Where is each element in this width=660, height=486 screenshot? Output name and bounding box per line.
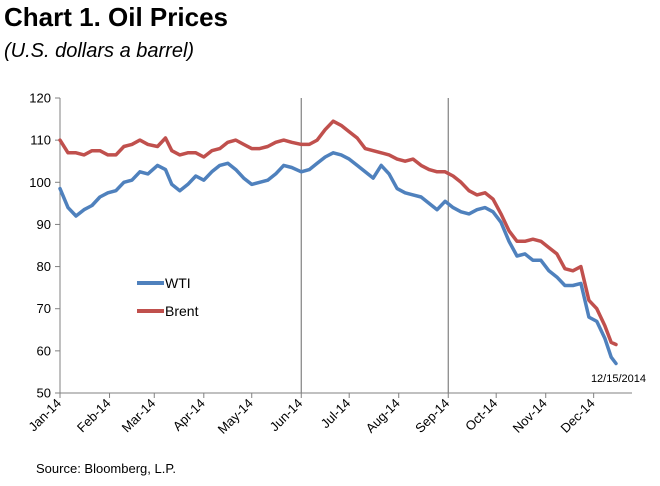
x-tick-label: Aug-14 (363, 396, 403, 436)
y-tick-label: 120 (29, 91, 51, 106)
legend-label-wti: WTI (165, 275, 191, 291)
x-tick-label: Jun-14 (267, 396, 306, 435)
x-tick-label: Oct-14 (462, 396, 500, 434)
reference-lines (300, 98, 449, 393)
y-tick-label: 110 (30, 133, 51, 148)
y-axis-ticks: 50 60 70 80 90 100 110 120 (29, 91, 60, 401)
x-tick-label: Nov-14 (510, 396, 550, 436)
source-note: Source: Bloomberg, L.P. (36, 461, 176, 476)
date-annotation: 12/15/2014 (591, 373, 646, 385)
y-tick-label: 80 (37, 259, 51, 274)
series-line-brent (58, 119, 618, 347)
series-lines (58, 119, 618, 366)
chart-subtitle: (U.S. dollars a barrel) (4, 40, 195, 62)
x-tick-label: Sep-14 (412, 396, 452, 436)
y-tick-label: 70 (37, 301, 51, 316)
x-axis-ticks: Jan-14 Feb-14 Mar-14 Apr-14 May-14 Jun-14 Jul-… (25, 393, 598, 437)
y-tick-label: 100 (29, 175, 51, 190)
x-tick-label: May-14 (215, 396, 256, 437)
y-tick-label: 60 (37, 343, 51, 358)
x-tick-label: Jul-14 (318, 396, 354, 432)
legend-label-brent: Brent (165, 303, 199, 319)
x-tick-label: Jan-14 (25, 396, 64, 435)
x-tick-label: Dec-14 (558, 396, 598, 436)
legend: WTI Brent (137, 275, 199, 319)
y-tick-label: 90 (37, 217, 51, 232)
series-line-wti (58, 151, 618, 366)
x-tick-label: Feb-14 (74, 396, 114, 436)
chart-title: Chart 1. Oil Prices (4, 2, 228, 32)
x-tick-label: Apr-14 (170, 396, 208, 434)
y-tick-label: 50 (37, 386, 51, 401)
x-tick-label: Mar-14 (119, 396, 159, 436)
